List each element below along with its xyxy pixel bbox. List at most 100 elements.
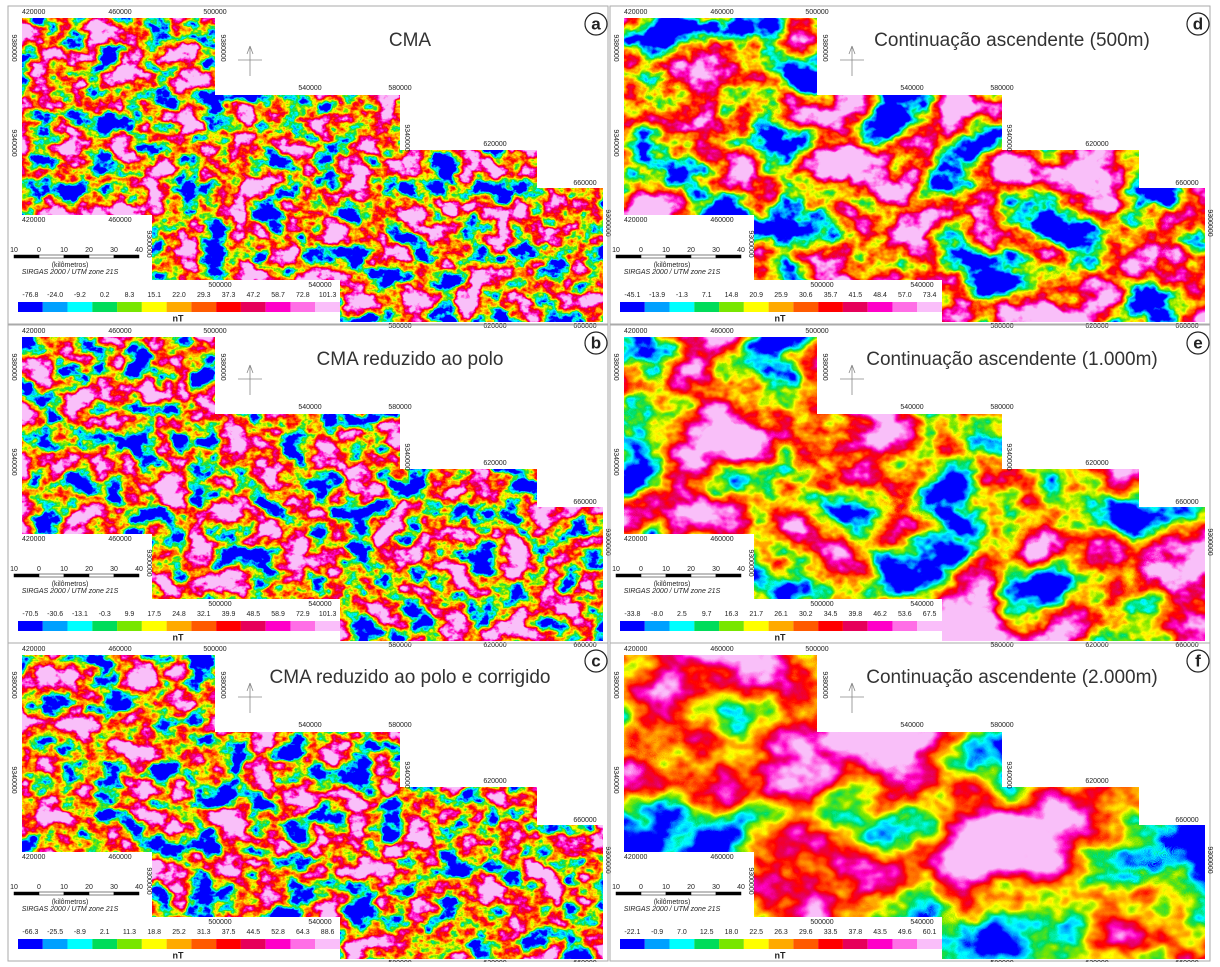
colorbar-unit: nT <box>173 632 184 642</box>
coordinate-label: 9380000 <box>612 34 619 61</box>
colorbar-segment <box>142 621 167 631</box>
coordinate-label: 9300000 <box>747 867 754 894</box>
coordinate-label: 500000 <box>203 646 226 653</box>
coordinate-label: 580000 <box>388 404 411 411</box>
coordinate-label: 9380000 <box>219 671 226 698</box>
colorbar-segment <box>793 621 818 631</box>
scale-label: 20 <box>85 884 93 891</box>
coordinate-label: 420000 <box>624 646 647 653</box>
colorbar-segment <box>744 302 769 312</box>
colorbar-label: 26.3 <box>774 929 788 936</box>
coordinate-label: 9300000 <box>1206 846 1213 873</box>
coordinate-label: 500000 <box>805 646 828 653</box>
scale-bar <box>716 574 741 577</box>
coordinate-label: 540000 <box>910 601 933 608</box>
colorbar-label: -8.0 <box>651 611 663 618</box>
colorbar-label: 37.5 <box>222 929 236 936</box>
colorbar-label: -30.6 <box>47 611 63 618</box>
coordinate-label: 9380000 <box>612 353 619 380</box>
scale-bar <box>691 574 716 577</box>
colorbar-label: 67.5 <box>923 611 937 618</box>
coordinate-label: 620000 <box>483 460 506 467</box>
projection: SIRGAS 2000 / UTM zone 21S <box>22 906 119 913</box>
colorbar-label: 2.5 <box>677 611 687 618</box>
colorbar-label: 48.4 <box>873 292 887 299</box>
colorbar-segment <box>868 302 893 312</box>
colorbar-segment <box>167 302 192 312</box>
scale-bar <box>616 255 641 258</box>
colorbar-segment <box>18 939 43 949</box>
scale-bar <box>39 255 64 258</box>
colorbar-label: 32.1 <box>197 611 211 618</box>
colorbar-label: 17.5 <box>147 611 161 618</box>
colorbar-label: 18.8 <box>147 929 161 936</box>
coordinate-label: 660000 <box>573 499 596 506</box>
colorbar-label: 7.0 <box>677 929 687 936</box>
coordinate-label: 540000 <box>308 282 331 289</box>
coordinate-label: 500000 <box>208 919 231 926</box>
colorbar-segment <box>670 939 695 949</box>
colorbar-segment <box>216 939 241 949</box>
colorbar-segment <box>117 302 142 312</box>
colorbar-segment <box>670 621 695 631</box>
colorbar-label: 73.4 <box>923 292 937 299</box>
colorbar-segment <box>744 939 769 949</box>
coordinate-label: 420000 <box>22 217 45 224</box>
colorbar-segment <box>43 939 68 949</box>
colorbar-segment <box>694 621 719 631</box>
colorbar-unit: nT <box>173 950 184 960</box>
scale-bar <box>114 892 139 895</box>
coordinate-label: 580000 <box>388 722 411 729</box>
coordinate-label: 660000 <box>1175 323 1198 330</box>
scale-bar <box>14 892 39 895</box>
coordinate-label: 660000 <box>1175 817 1198 824</box>
coordinate-label: 540000 <box>900 85 923 92</box>
scale-label: 10 <box>10 247 18 254</box>
colorbar-segment <box>719 621 744 631</box>
panel-title: CMA reduzido ao polo <box>317 349 504 370</box>
colorbar-segment <box>917 621 942 631</box>
scale-label: 10 <box>60 247 68 254</box>
colorbar-label: 47.2 <box>246 292 260 299</box>
panel-letter: a <box>591 14 601 33</box>
colorbar-segment <box>694 939 719 949</box>
colorbar-label: -24.0 <box>47 292 63 299</box>
scale-label: 0 <box>639 247 643 254</box>
coordinate-label: 9300000 <box>1206 528 1213 555</box>
colorbar-segment <box>645 621 670 631</box>
coordinate-label: 660000 <box>573 817 596 824</box>
colorbar-segment <box>92 621 117 631</box>
colorbar-label: 37.8 <box>848 929 862 936</box>
colorbar-label: 43.5 <box>873 929 887 936</box>
coordinate-label: 9340000 <box>10 129 17 156</box>
colorbar-segment <box>620 302 645 312</box>
colorbar-label: 39.8 <box>848 611 862 618</box>
colorbar-segment <box>744 621 769 631</box>
coordinate-label: 9380000 <box>10 353 17 380</box>
colorbar-label: -0.9 <box>651 929 663 936</box>
colorbar-segment <box>290 939 315 949</box>
colorbar-label: -1.3 <box>676 292 688 299</box>
coordinate-label: 460000 <box>108 646 131 653</box>
coordinate-label: 9380000 <box>219 34 226 61</box>
coordinate-label: 500000 <box>810 601 833 608</box>
colorbar-label: 14.8 <box>725 292 739 299</box>
coordinate-label: 540000 <box>298 85 321 92</box>
colorbar-segment <box>694 302 719 312</box>
coordinate-label: 460000 <box>710 328 733 335</box>
colorbar-segment <box>142 302 167 312</box>
scale-bar <box>64 892 89 895</box>
colorbar-segment <box>290 302 315 312</box>
colorbar-label: 22.5 <box>749 929 763 936</box>
colorbar-label: 48.5 <box>246 611 260 618</box>
colorbar-segment <box>769 621 794 631</box>
scale-label: 40 <box>135 884 143 891</box>
colorbar-segment <box>868 939 893 949</box>
scale-label: 20 <box>85 247 93 254</box>
scale-bar <box>691 255 716 258</box>
colorbar-label: 9.9 <box>125 611 135 618</box>
coordinate-label: 500000 <box>203 9 226 16</box>
coordinate-label: 9380000 <box>10 34 17 61</box>
scale-label: 20 <box>687 247 695 254</box>
colorbar-label: -0.3 <box>99 611 111 618</box>
